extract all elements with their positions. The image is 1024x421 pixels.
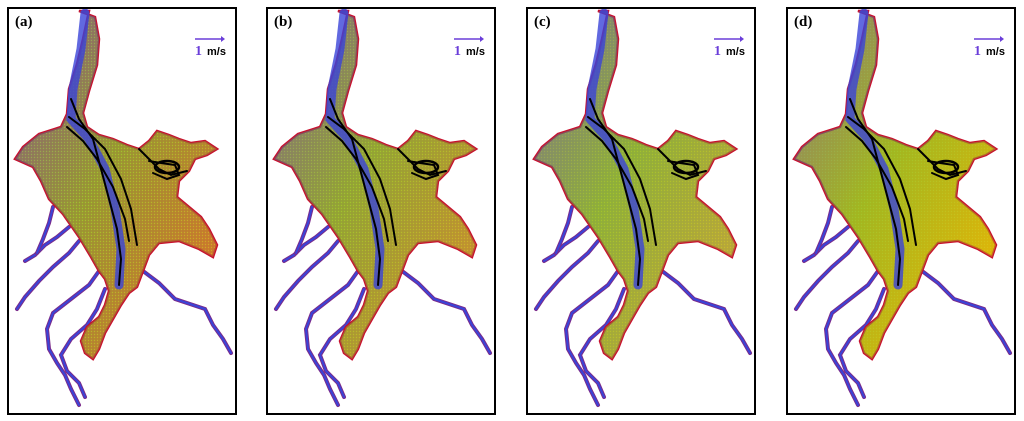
scale-value: 1 — [454, 44, 461, 59]
scale-value: 1 — [714, 44, 721, 59]
map-c — [532, 9, 752, 407]
river-channel — [660, 269, 752, 355]
map-a — [13, 9, 233, 407]
velocity-scale: 1 m/s — [706, 35, 746, 65]
panel-label: (a) — [15, 14, 33, 30]
river-channel — [400, 269, 492, 355]
panel-label: (b) — [274, 14, 293, 30]
streamline — [587, 116, 657, 246]
streamline — [849, 98, 902, 286]
eddy — [672, 159, 700, 175]
scale-unit: m/s — [986, 46, 1005, 58]
panel-d: (d) 1 m/s — [786, 7, 1016, 415]
panel-label: (c) — [534, 14, 551, 30]
streamline — [329, 98, 382, 286]
velocity-scale: 1 m/s — [966, 35, 1006, 65]
streamline — [847, 116, 917, 246]
map-d — [792, 9, 1012, 407]
scale-value: 1 — [974, 44, 981, 59]
streamline — [70, 98, 123, 286]
river-channel — [920, 269, 1012, 355]
streamline — [68, 116, 138, 246]
streamline — [325, 126, 389, 242]
streamline — [397, 148, 447, 177]
eddy — [412, 159, 440, 175]
streamline — [845, 126, 909, 242]
map-b — [272, 9, 492, 407]
panel-b: (b) 1 m/s — [266, 7, 496, 415]
scale-value: 1 — [195, 44, 202, 59]
streamline — [657, 148, 707, 177]
panel-a: (a) 1 m/s — [7, 7, 237, 415]
panel-c: (c) 1 m/s — [526, 7, 756, 415]
scale-arrow-icon — [454, 36, 484, 42]
scale-unit: m/s — [466, 46, 485, 58]
river-channel — [141, 269, 233, 355]
eddy — [153, 159, 181, 175]
panel-label: (d) — [794, 14, 813, 30]
streamline — [327, 116, 397, 246]
eddy — [932, 159, 960, 175]
streamline — [585, 126, 649, 242]
scale-arrow-icon — [974, 36, 1004, 42]
streamline — [66, 126, 130, 242]
velocity-scale: 1 m/s — [187, 35, 227, 65]
scale-unit: m/s — [726, 46, 745, 58]
streamline — [917, 148, 967, 177]
scale-unit: m/s — [207, 46, 226, 58]
scale-arrow-icon — [714, 36, 744, 42]
streamline — [589, 98, 642, 286]
scale-arrow-icon — [195, 36, 225, 42]
velocity-scale: 1 m/s — [446, 35, 486, 65]
streamline — [138, 148, 188, 177]
